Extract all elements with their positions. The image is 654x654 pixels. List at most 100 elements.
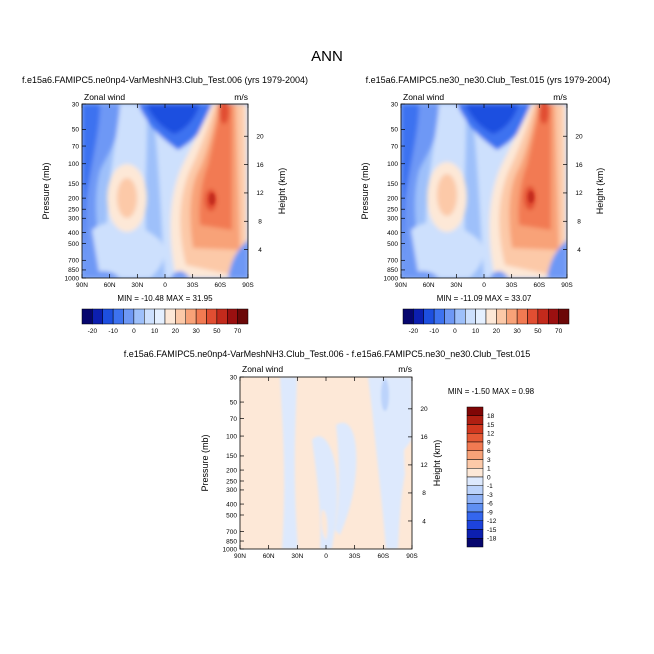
y-tick-label: 700 [226, 529, 237, 536]
y-tick-label: 850 [226, 538, 237, 545]
colorbar-label: 10 [472, 328, 480, 335]
colorbar-box [466, 520, 484, 530]
y-tick-label: 50 [230, 399, 238, 406]
colorbar-box [237, 308, 249, 325]
x-tick-label: 0 [482, 282, 486, 289]
y-tick-label: 500 [387, 241, 398, 248]
y-tick-label: 1000 [65, 275, 80, 282]
colorbar-box [466, 529, 484, 539]
panel-2-stats: MIN = -11.09 MAX = 33.07 [437, 294, 532, 303]
x-tick-label: 0 [163, 282, 167, 289]
y-tick-label: 30 [391, 101, 399, 108]
colorbar-box [465, 308, 476, 325]
y-tick-right-label: 20 [256, 134, 264, 141]
y-tick-label: 70 [230, 416, 238, 423]
colorbar-label: -12 [487, 518, 497, 525]
colorbar-box [227, 308, 238, 325]
colorbar-box [466, 415, 484, 425]
y-tick-label: 1000 [384, 275, 399, 282]
panel-2-ylabel: Pressure (mb) [360, 162, 370, 219]
colorbar-box [548, 308, 559, 325]
x-tick-label: 30N [291, 553, 303, 560]
y-tick-label: 250 [68, 207, 79, 214]
x-tick-label: 90N [76, 282, 88, 289]
y-tick-right-label: 12 [256, 190, 264, 197]
colorbar-label: 70 [555, 328, 563, 335]
colorbar-box [466, 459, 484, 469]
colorbar-label: -1 [487, 483, 493, 490]
colorbar-label: -18 [487, 536, 497, 543]
y-tick-label: 100 [68, 161, 79, 168]
y-tick-label: 500 [68, 241, 79, 248]
colorbar-box [558, 308, 570, 325]
x-tick-label: 30S [506, 282, 518, 289]
panel-2-colorbar: -20 -10 0 10 20 30 50 70 [402, 308, 570, 335]
colorbar-label: 0 [487, 474, 491, 481]
y-tick-label: 100 [226, 433, 237, 440]
x-tick-label: 60N [104, 282, 116, 289]
colorbar-box [466, 450, 484, 460]
panel-2-axis-ticks: 90N 60N 30N 0 30S 60S 90S 30 50 70 100 150 200 250 300… [384, 101, 583, 289]
y-tick-label: 30 [72, 101, 80, 108]
colorbar-box [466, 494, 484, 504]
panel-1-ylabel-right: Height (km) [277, 168, 287, 215]
colorbar-label: 30 [514, 328, 522, 335]
x-tick-label: 60N [423, 282, 435, 289]
y-tick-right-label: 16 [575, 162, 583, 169]
colorbar-box [485, 308, 497, 325]
colorbar-box [154, 308, 166, 325]
y-tick-label: 100 [387, 161, 398, 168]
colorbar-box [466, 406, 484, 416]
panel-3-ylabel: Pressure (mb) [200, 434, 210, 491]
y-tick-label: 200 [68, 195, 79, 202]
colorbar-box [81, 308, 93, 325]
panel-2-right-label: m/s [553, 92, 567, 102]
colorbar-box [466, 538, 484, 548]
y-tick-label: 1000 [223, 546, 238, 553]
y-tick-right-label: 8 [577, 219, 581, 226]
panel-3-colorbar: 18 15 129 6 3 10 -1 -3 -6-9 -12 -15 -18 [466, 406, 497, 548]
x-tick-label: 60N [263, 553, 275, 560]
colorbar-box [466, 433, 484, 443]
colorbar-box [466, 441, 484, 451]
colorbar-label: -9 [487, 509, 493, 516]
colorbar-label: -10 [429, 328, 439, 335]
x-tick-label: 30S [349, 553, 361, 560]
colorbar-label: 20 [172, 328, 180, 335]
colorbar-label: 30 [193, 328, 201, 335]
colorbar-box [433, 308, 445, 325]
panel-3-left-label: Zonal wind [242, 364, 283, 374]
x-tick-label: 30N [450, 282, 462, 289]
x-tick-label: 90S [242, 282, 254, 289]
colorbar-box [475, 308, 487, 325]
colorbar-label: 50 [213, 328, 221, 335]
colorbar-box [423, 308, 435, 325]
y-tick-label: 150 [226, 453, 237, 460]
panel-2-title: f.e15a6.FAMIPC5.ne30_ne30.Club_Test.015 … [366, 75, 611, 85]
x-tick-label: 60S [215, 282, 227, 289]
colorbar-box [466, 424, 484, 434]
panel-1-ylabel: Pressure (mb) [41, 162, 51, 219]
colorbar-label: 18 [487, 413, 495, 420]
y-tick-label: 300 [387, 216, 398, 223]
x-tick-label: 0 [324, 553, 328, 560]
panel-1-stats: MIN = -10.48 MAX = 31.95 [117, 294, 213, 303]
colorbar-box [164, 308, 176, 325]
colorbar-label: 10 [151, 328, 159, 335]
y-tick-label: 500 [226, 512, 237, 519]
colorbar-label: 0 [132, 328, 136, 335]
colorbar-box [466, 468, 484, 478]
colorbar-box [102, 308, 114, 325]
y-tick-right-label: 12 [575, 190, 583, 197]
y-tick-right-label: 12 [420, 462, 428, 469]
colorbar-box [206, 308, 218, 325]
x-tick-label: 90S [561, 282, 573, 289]
y-tick-label: 200 [226, 467, 237, 474]
colorbar-box [506, 308, 518, 325]
y-tick-label: 850 [68, 267, 79, 274]
panel-3-title: f.e15a6.FAMIPC5.ne0np4-VarMeshNH3.Club_T… [124, 349, 531, 359]
panel-1-left-label: Zonal wind [84, 92, 125, 102]
colorbar-label: -20 [409, 328, 419, 335]
y-tick-label: 400 [68, 230, 79, 237]
